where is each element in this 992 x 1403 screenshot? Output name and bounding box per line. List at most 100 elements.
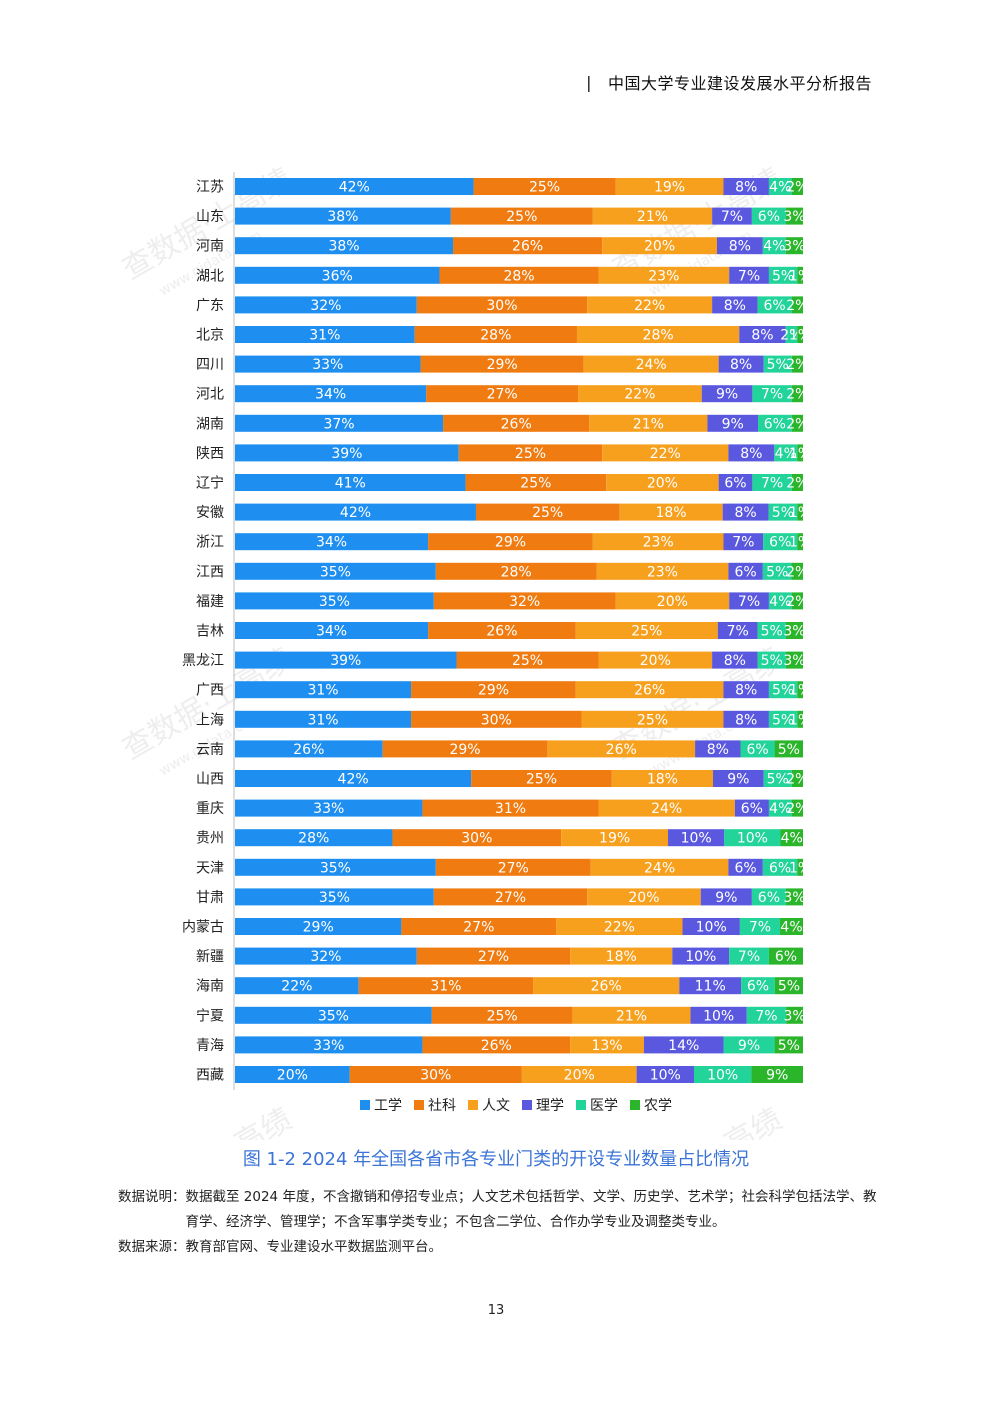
- bar-segment: [235, 474, 466, 491]
- data-label: 10%: [696, 920, 727, 936]
- data-label: 27%: [498, 860, 529, 876]
- legend-swatch: [522, 1100, 532, 1110]
- bar-segment: [717, 622, 758, 639]
- bar-segment: [235, 740, 383, 758]
- data-label: 21%: [633, 416, 664, 432]
- bar-segment: [235, 858, 436, 876]
- province-label: 甘肃: [196, 890, 224, 906]
- bar-segment: [235, 829, 393, 847]
- data-label: 11%: [695, 979, 726, 995]
- data-label: 4%: [769, 180, 791, 196]
- bar-segment: [471, 770, 612, 787]
- header-separator: |: [586, 72, 592, 92]
- bar-segment: [695, 740, 741, 758]
- data-label: 35%: [319, 890, 350, 906]
- data-label: 8%: [751, 328, 773, 344]
- bar-segment: [716, 237, 763, 255]
- legend-label: 农学: [644, 1098, 672, 1114]
- data-label: 5%: [772, 712, 794, 728]
- province-label: 辽宁: [196, 475, 224, 492]
- data-label: 26%: [501, 416, 532, 432]
- bar-segment: [797, 533, 803, 551]
- data-label: 2%: [786, 564, 808, 580]
- bar-segment: [762, 237, 786, 255]
- data-label: 8%: [724, 653, 746, 669]
- data-label: 25%: [520, 476, 551, 492]
- bar-segment: [583, 355, 719, 373]
- data-label: 7%: [761, 476, 783, 492]
- province-label: 河南: [196, 239, 224, 255]
- bar-segment: [235, 178, 474, 195]
- bar-segment: [458, 444, 603, 462]
- legend-label: 社科: [428, 1098, 456, 1114]
- data-label: 18%: [655, 505, 686, 521]
- data-label: 2%: [786, 180, 808, 196]
- data-label: 20%: [657, 594, 688, 610]
- data-label: 7%: [749, 920, 771, 936]
- bar-segment: [797, 681, 803, 699]
- report-title: 中国大学专业建设发展水平分析报告: [607, 74, 872, 93]
- bar-segment: [235, 799, 423, 817]
- data-label: 29%: [495, 535, 526, 551]
- data-label: 1%: [789, 683, 811, 699]
- data-label: 3%: [783, 624, 805, 640]
- data-label: 39%: [331, 446, 362, 462]
- data-label: 32%: [310, 298, 341, 314]
- province-label: 浙江: [196, 535, 224, 551]
- data-label: 42%: [339, 180, 370, 196]
- bar-segment: [428, 533, 593, 551]
- data-label: 2%: [786, 357, 808, 373]
- data-label: 1%: [789, 712, 811, 728]
- data-label: 9%: [715, 890, 737, 906]
- bar-segment: [797, 503, 803, 521]
- bar-segment: [729, 592, 769, 610]
- province-label: 江苏: [196, 180, 224, 196]
- province-label: 广西: [196, 683, 224, 699]
- bar-segment: [596, 562, 729, 580]
- data-label: 4%: [763, 239, 785, 255]
- data-label: 35%: [318, 1008, 349, 1024]
- data-label: 22%: [281, 979, 312, 995]
- data-label: 6%: [758, 890, 780, 906]
- bar-segment: [791, 355, 803, 373]
- data-label: 26%: [293, 742, 324, 758]
- bar-segment: [768, 681, 798, 699]
- bar-segment: [416, 947, 571, 965]
- data-label: 38%: [327, 209, 358, 225]
- bar-segment: [791, 296, 803, 314]
- data-label: 26%: [512, 239, 543, 255]
- bar-segment: [576, 326, 740, 343]
- bar-segment: [392, 829, 562, 847]
- bar-segment: [791, 592, 803, 610]
- data-label: 31%: [430, 979, 461, 995]
- data-label: 26%: [591, 979, 622, 995]
- bar-segment: [768, 178, 792, 195]
- bar-segment: [768, 266, 798, 284]
- province-label: 海南: [196, 979, 224, 995]
- bar-segment: [420, 355, 584, 373]
- bar-segment: [723, 533, 764, 551]
- bar-segment: [547, 740, 696, 758]
- data-label: 29%: [487, 357, 518, 373]
- data-label: 6%: [735, 860, 757, 876]
- data-label: 7%: [721, 209, 743, 225]
- data-label: 7%: [738, 268, 760, 284]
- bar-segment: [235, 918, 402, 935]
- bar-segment: [768, 592, 792, 610]
- data-label: 20%: [564, 1068, 595, 1084]
- bar-segment: [581, 710, 724, 728]
- data-label: 5%: [761, 624, 783, 640]
- bar-segment: [521, 1066, 637, 1083]
- bar-segment: [235, 237, 454, 255]
- data-label: 30%: [486, 298, 517, 314]
- data-label: 6%: [758, 209, 780, 225]
- bar-segment: [235, 977, 359, 995]
- bar-segment: [707, 414, 759, 432]
- data-label: 10%: [707, 1068, 738, 1084]
- data-label: 13%: [591, 1038, 622, 1054]
- data-label: 27%: [487, 387, 518, 403]
- bar-segment: [797, 710, 803, 728]
- bar-segment: [450, 207, 593, 225]
- bar-segment: [602, 444, 729, 462]
- data-label: 8%: [735, 505, 757, 521]
